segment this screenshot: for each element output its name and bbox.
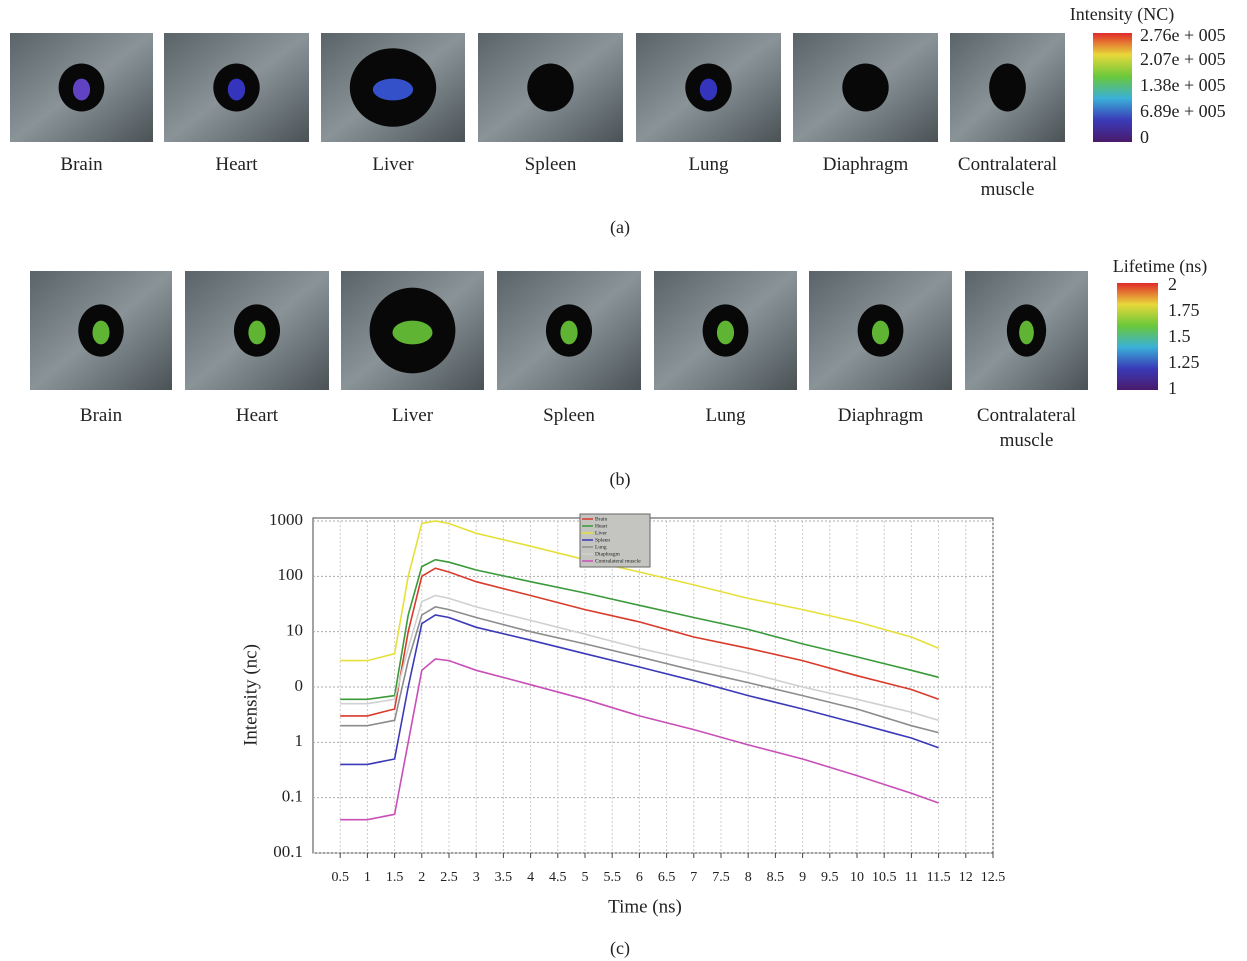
x-tick-label: 8.5: [767, 870, 785, 885]
legend-label: Brain: [595, 516, 607, 522]
y-tick-label: 1000: [269, 510, 303, 529]
colorbar-label: 1.38e + 005: [1140, 75, 1226, 95]
x-tick-label: 4.5: [549, 870, 567, 885]
organ-silhouette: [527, 64, 573, 112]
x-tick-label: 5.5: [603, 870, 621, 885]
organ-label: Contralateral muscle: [940, 152, 1075, 202]
x-tick-label: 3.5: [495, 870, 513, 885]
legend-label: Lung: [595, 544, 607, 550]
y-tick-label: 0: [295, 676, 304, 695]
organ-label: Diaphragm: [783, 152, 948, 177]
x-tick-label: 12: [959, 870, 973, 885]
colorbar-label: 0: [1140, 127, 1149, 147]
organ-label: Liver: [331, 403, 494, 428]
colorbar-label: 1.5: [1168, 326, 1191, 346]
organ-silhouette: [989, 64, 1026, 112]
x-tick-label: 0.5: [331, 870, 349, 885]
y-tick-label: 100: [278, 565, 304, 584]
colorbar: [1093, 33, 1132, 142]
colorbar-label: 6.89e + 005: [1140, 101, 1226, 121]
panel-label: (a): [610, 217, 630, 238]
organ-label: Spleen: [487, 403, 651, 428]
colorbar-title: Lifetime (ns): [1113, 256, 1207, 277]
organ-label: Contralateral muscle: [955, 403, 1098, 453]
organ-label: Heart: [154, 152, 319, 177]
signal-region: [228, 79, 245, 101]
y-tick-label: 1: [295, 731, 304, 750]
colorbar-label: 2: [1168, 274, 1177, 294]
x-tick-label: 3: [473, 870, 480, 885]
colorbar-label: 2.76e + 005: [1140, 25, 1226, 45]
legend-label: Contralateral muscle: [595, 558, 641, 564]
organ-label: Brain: [20, 403, 182, 428]
organ-label: Lung: [626, 152, 791, 177]
signal-region: [373, 79, 413, 101]
legend-label: Diaphragm: [595, 551, 620, 557]
organ-label: Heart: [175, 403, 339, 428]
y-tick-label: 10: [286, 621, 303, 640]
x-tick-label: 12.5: [981, 870, 1006, 885]
organ-silhouette: [842, 64, 888, 112]
x-tick-label: 10.5: [872, 870, 897, 885]
signal-region: [392, 321, 432, 345]
signal-region: [872, 321, 889, 345]
panel-label: (b): [610, 469, 631, 490]
x-tick-label: 6.5: [658, 870, 676, 885]
signal-region: [560, 321, 577, 345]
x-tick-label: 8: [745, 870, 752, 885]
colorbar: [1117, 283, 1158, 390]
x-tick-label: 2.5: [440, 870, 458, 885]
x-tick-label: 9: [799, 870, 806, 885]
x-tick-label: 5: [582, 870, 589, 885]
colorbar-label: 1.25: [1168, 352, 1200, 372]
x-tick-label: 2: [418, 870, 425, 885]
colorbar-label: 1: [1168, 378, 1177, 398]
organ-label: Diaphragm: [799, 403, 962, 428]
figure-canvas: 2.76e + 005 2.07e + 005 1.38e + 005 6.89e +…: [0, 0, 1247, 961]
plot-area: [313, 518, 993, 853]
x-tick-label: 9.5: [821, 870, 839, 885]
x-axis-title: Time (ns): [608, 896, 682, 917]
x-tick-label: 6: [636, 870, 643, 885]
organ-label: Lung: [644, 403, 807, 428]
x-tick-label: 1.5: [386, 870, 404, 885]
signal-region: [248, 321, 265, 345]
organ-label: Brain: [0, 152, 163, 177]
organ-label: Spleen: [468, 152, 633, 177]
signal-region: [717, 321, 734, 345]
x-tick-label: 11: [905, 870, 918, 885]
signal-region: [73, 79, 90, 101]
x-tick-label: 4: [527, 870, 534, 885]
colorbar-label: 1.75: [1168, 300, 1200, 320]
signal-region: [1019, 321, 1034, 345]
x-tick-label: 10: [850, 870, 864, 885]
figure: 2.76e + 005 2.07e + 005 1.38e + 005 6.89e +…: [0, 0, 1247, 961]
colorbar-label: 2.07e + 005: [1140, 49, 1226, 69]
x-tick-label: 7.5: [712, 870, 730, 885]
x-tick-label: 7: [690, 870, 697, 885]
signal-region: [700, 79, 717, 101]
signal-region: [92, 321, 109, 345]
y-tick-label: 0.1: [282, 787, 303, 806]
x-tick-label: 11.5: [927, 870, 951, 885]
legend-label: Liver: [595, 530, 607, 536]
legend-label: Spleen: [595, 537, 610, 543]
legend-label: Heart: [595, 523, 608, 529]
y-axis-title: Intensity (nc): [240, 644, 261, 746]
y-tick-label: 00.1: [273, 842, 303, 861]
colorbar-title: Intensity (NC): [1070, 4, 1174, 25]
organ-label: Liver: [311, 152, 475, 177]
panel-label: (c): [610, 938, 630, 959]
x-tick-label: 1: [364, 870, 371, 885]
